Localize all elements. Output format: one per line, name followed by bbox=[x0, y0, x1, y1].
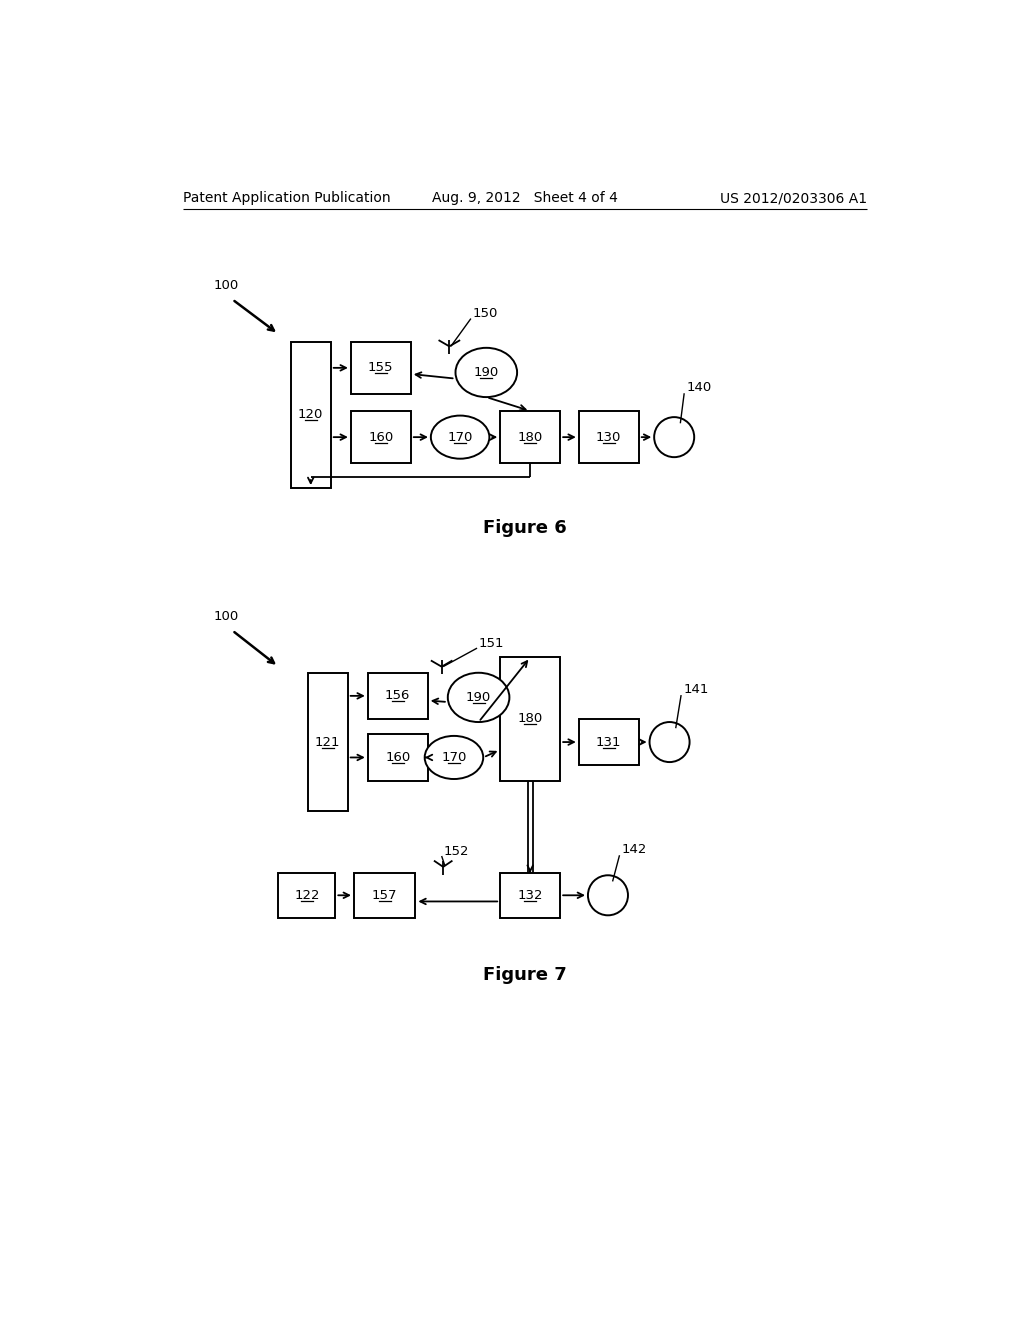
Text: 180: 180 bbox=[517, 430, 543, 444]
Bar bbox=[307, 673, 348, 812]
Text: 130: 130 bbox=[596, 430, 622, 444]
Text: Figure 7: Figure 7 bbox=[483, 966, 566, 983]
Ellipse shape bbox=[654, 417, 694, 457]
Ellipse shape bbox=[588, 875, 628, 915]
Ellipse shape bbox=[425, 737, 483, 779]
Text: 140: 140 bbox=[686, 381, 712, 395]
Text: 100: 100 bbox=[214, 610, 239, 623]
Text: 180: 180 bbox=[517, 713, 543, 726]
Text: 132: 132 bbox=[517, 888, 543, 902]
Bar bbox=[351, 411, 411, 463]
Text: Figure 6: Figure 6 bbox=[483, 519, 566, 537]
Text: 120: 120 bbox=[298, 408, 324, 421]
Text: 141: 141 bbox=[683, 684, 709, 696]
Ellipse shape bbox=[447, 673, 509, 722]
Text: 121: 121 bbox=[315, 735, 340, 748]
Text: 151: 151 bbox=[478, 638, 504, 649]
Bar bbox=[351, 342, 411, 395]
Text: 170: 170 bbox=[441, 751, 467, 764]
Text: 190: 190 bbox=[466, 690, 492, 704]
Text: 142: 142 bbox=[622, 843, 647, 857]
Bar bbox=[279, 873, 336, 917]
Text: 190: 190 bbox=[474, 366, 499, 379]
Bar bbox=[291, 342, 331, 488]
Bar bbox=[500, 411, 560, 463]
Ellipse shape bbox=[456, 348, 517, 397]
Text: 156: 156 bbox=[385, 689, 411, 702]
Text: 100: 100 bbox=[214, 279, 239, 292]
Text: 160: 160 bbox=[385, 751, 411, 764]
Bar bbox=[354, 873, 416, 917]
Bar bbox=[368, 673, 428, 719]
Bar bbox=[579, 719, 639, 766]
Text: 157: 157 bbox=[372, 888, 397, 902]
Text: US 2012/0203306 A1: US 2012/0203306 A1 bbox=[720, 191, 866, 206]
Text: 170: 170 bbox=[447, 430, 473, 444]
Text: 155: 155 bbox=[368, 362, 393, 375]
Ellipse shape bbox=[649, 722, 689, 762]
Text: Aug. 9, 2012   Sheet 4 of 4: Aug. 9, 2012 Sheet 4 of 4 bbox=[432, 191, 617, 206]
Text: 122: 122 bbox=[294, 888, 319, 902]
Bar bbox=[579, 411, 639, 463]
Ellipse shape bbox=[431, 416, 489, 459]
Bar bbox=[368, 734, 428, 780]
Bar bbox=[500, 657, 560, 780]
Text: 160: 160 bbox=[369, 430, 393, 444]
Text: Patent Application Publication: Patent Application Publication bbox=[183, 191, 390, 206]
Text: 152: 152 bbox=[443, 845, 469, 858]
Text: 150: 150 bbox=[472, 308, 498, 321]
Text: 131: 131 bbox=[596, 735, 622, 748]
Bar bbox=[500, 873, 560, 917]
